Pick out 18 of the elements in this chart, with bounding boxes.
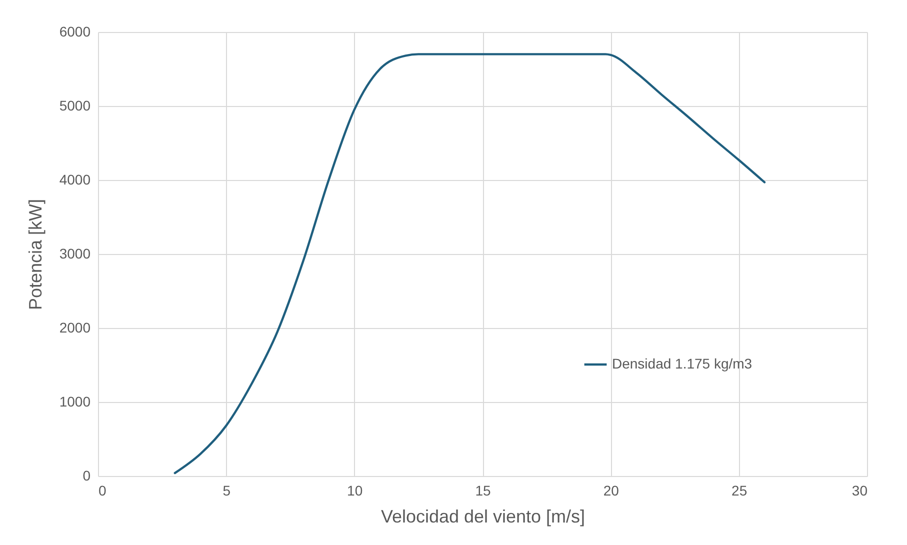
y-tick-label: 0 xyxy=(82,468,91,484)
x-axis-title: Velocidad del viento [m/s] xyxy=(380,506,586,526)
y-tick-label: 6000 xyxy=(59,24,91,40)
x-tick-label: 10 xyxy=(347,482,363,498)
x-tick-label: 25 xyxy=(732,482,748,498)
x-tick-label: 15 xyxy=(475,482,491,498)
y-axis-title: Potencia [kW] xyxy=(25,198,46,310)
y-tick-label: 5000 xyxy=(59,98,91,114)
y-tick-label: 3000 xyxy=(59,246,91,262)
y-tick-label: 1000 xyxy=(59,394,91,410)
x-tick-label: 30 xyxy=(852,482,868,498)
line-series xyxy=(174,53,766,474)
y-tick-label: 4000 xyxy=(59,172,91,188)
y-tick-label: 2000 xyxy=(59,320,91,336)
x-tick-label: 5 xyxy=(222,482,231,498)
x-tick-label: 0 xyxy=(98,482,106,498)
legend-label: Densidad 1.175 kg/m3 xyxy=(612,356,752,372)
x-tick-label: 20 xyxy=(603,482,620,498)
